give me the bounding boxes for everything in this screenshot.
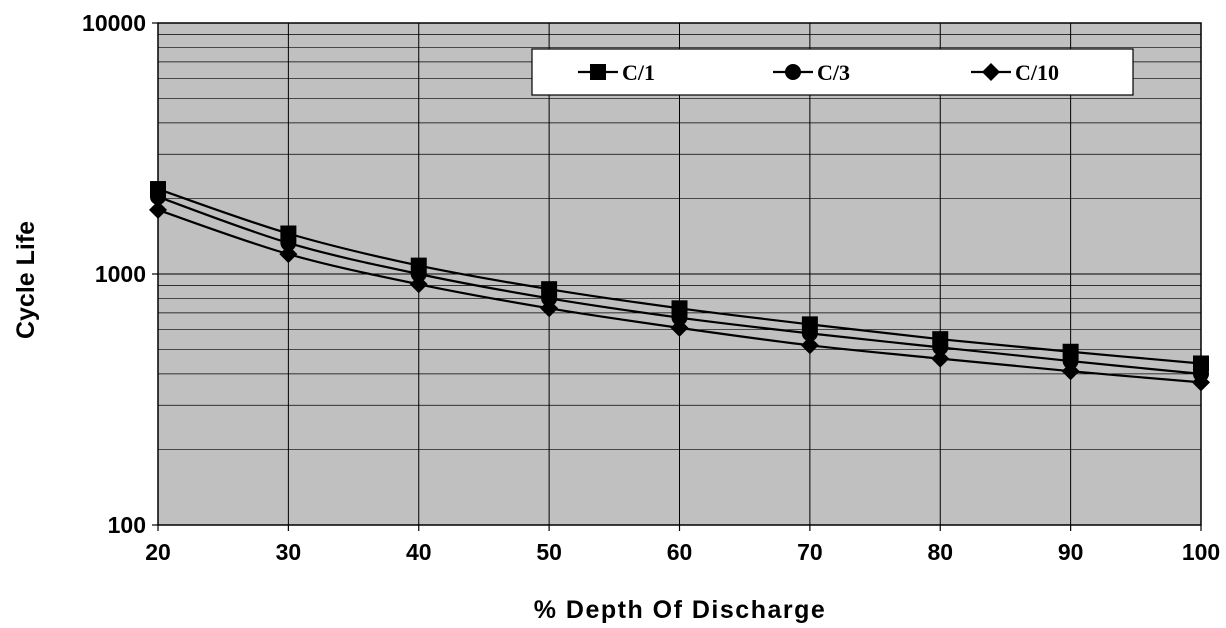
data-point-c-10 xyxy=(409,275,428,294)
x-tick-label: 20 xyxy=(145,539,171,565)
x-tick-label: 80 xyxy=(927,539,953,565)
y-tick-labels: 100 1000 10000 xyxy=(82,10,146,538)
x-tick-labels: 20 30 40 50 60 70 80 90 100 xyxy=(145,539,1220,565)
x-tick-label: 40 xyxy=(406,539,432,565)
y-axis-title: Cycle Life xyxy=(12,221,40,339)
x-tick-label: 50 xyxy=(536,539,562,565)
data-point-c-10 xyxy=(149,200,167,219)
legend: C/1 C/3 C/10 xyxy=(531,48,1134,96)
x-tick-label: 100 xyxy=(1182,539,1220,565)
legend-label-c-1: C/1 xyxy=(622,60,655,85)
legend-box xyxy=(531,48,1134,96)
x-tick-label: 70 xyxy=(797,539,823,565)
data-point-c-3 xyxy=(1062,353,1079,370)
data-point-c-3 xyxy=(801,325,818,342)
legend-marker-c-10 xyxy=(982,63,1000,81)
data-point-c-3 xyxy=(150,188,166,205)
x-axis-title: % Depth Of Discharge xyxy=(534,596,827,624)
legend-label-c-10: C/10 xyxy=(1015,60,1059,85)
data-point-c-10 xyxy=(279,245,298,264)
x-tick-label: 60 xyxy=(667,539,693,565)
data-point-c-3 xyxy=(410,266,427,282)
legend-marker-c-1 xyxy=(590,64,606,80)
y-tick-label: 1000 xyxy=(95,261,146,287)
x-tick-label: 90 xyxy=(1058,539,1084,565)
data-point-c-3 xyxy=(932,339,949,356)
y-tick-label: 10000 xyxy=(82,10,146,36)
data-point-c-10 xyxy=(1061,362,1080,381)
data-point-c-10 xyxy=(540,299,559,318)
data-point-c-3 xyxy=(541,290,558,307)
data-point-c-10 xyxy=(800,336,819,355)
data-point-c-10 xyxy=(931,349,950,368)
data-point-c-3 xyxy=(671,309,688,326)
x-tick-label: 30 xyxy=(276,539,302,565)
legend-marker-c-3 xyxy=(785,64,801,80)
series-markers xyxy=(149,181,1210,392)
y-tick-label: 100 xyxy=(108,512,146,538)
data-point-c-10 xyxy=(670,318,689,337)
data-point-c-3 xyxy=(280,234,297,251)
data-point-c-10 xyxy=(1192,373,1210,392)
legend-label-c-3: C/3 xyxy=(817,60,850,85)
